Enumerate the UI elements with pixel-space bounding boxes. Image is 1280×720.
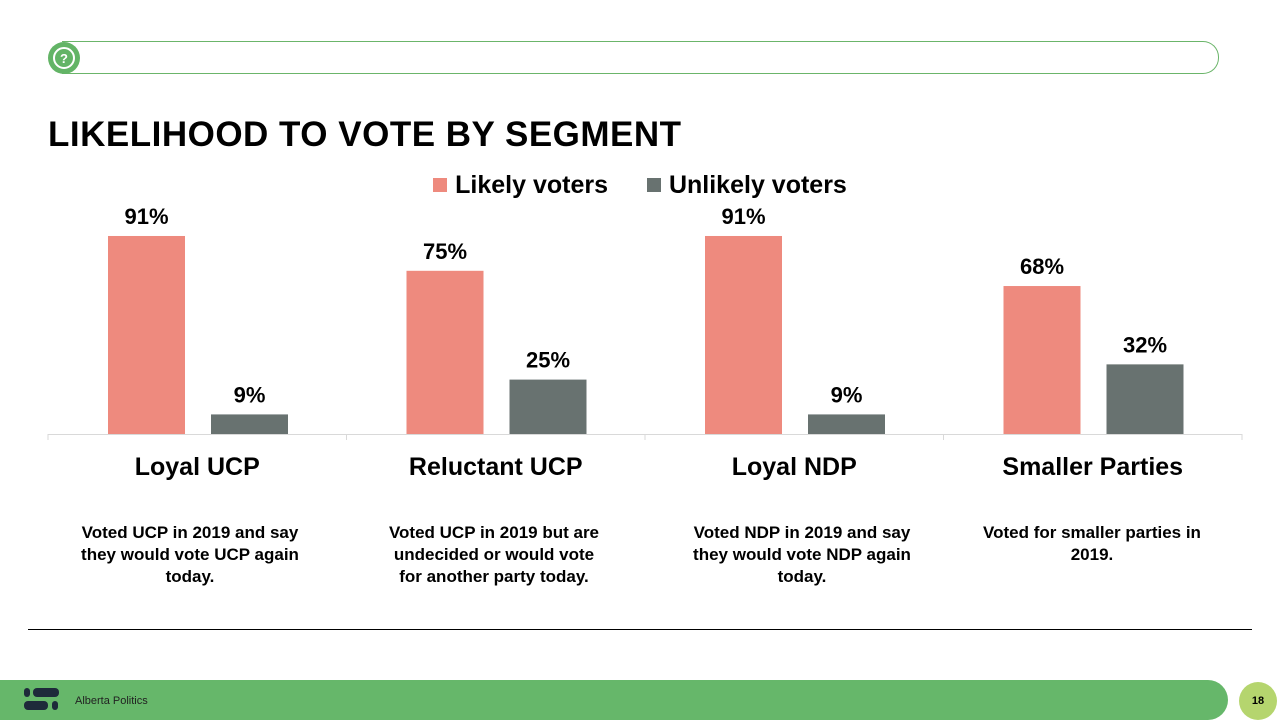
category-label: Smaller Parties — [1002, 453, 1183, 481]
data-label: 9% — [234, 382, 266, 407]
segment-description: Voted UCP in 2019 but are undecided or w… — [388, 523, 600, 586]
bar-likely — [406, 270, 484, 434]
data-label: 25% — [526, 348, 570, 373]
bar-likely — [705, 235, 782, 434]
bar-likely — [1003, 286, 1081, 434]
data-label: 32% — [1123, 332, 1167, 357]
category-label: Reluctant UCP — [409, 453, 583, 481]
segment-description: Voted for smaller parties in 2019. — [983, 523, 1201, 564]
logo-icon — [24, 688, 59, 710]
category-label: Loyal NDP — [732, 453, 857, 481]
chart-title: LIKELIHOOD TO VOTE BY SEGMENT — [48, 115, 682, 154]
divider — [28, 629, 1252, 630]
legend-unlikely: Unlikely voters — [646, 170, 847, 200]
data-label: 68% — [1020, 254, 1064, 279]
bar-likely — [108, 235, 185, 434]
legend-label: Unlikely voters — [668, 170, 847, 199]
data-label: 91% — [721, 204, 765, 229]
bar-unlikely — [1106, 364, 1184, 434]
bar-unlikely — [211, 414, 288, 434]
data-label: 9% — [831, 382, 863, 407]
segment-description: Voted NDP in 2019 and say they would vot… — [693, 523, 911, 586]
data-label: 91% — [124, 204, 168, 229]
bar-unlikely — [509, 379, 587, 434]
segment-description: Voted UCP in 2019 and say they would vot… — [81, 523, 299, 586]
question-chat-icon[interactable]: ? — [48, 42, 80, 74]
page-number: 18 — [1239, 682, 1277, 720]
category-label: Loyal UCP — [135, 453, 260, 481]
footer-bar — [0, 680, 1228, 720]
brand-name: Alberta Politics — [75, 695, 148, 707]
legend-likely: Likely voters — [433, 171, 608, 200]
data-label: 75% — [423, 239, 467, 264]
legend: Likely voters Unlikely voters — [0, 170, 1280, 200]
legend-swatch-likely — [433, 178, 448, 192]
header-bar — [62, 41, 1219, 74]
legend-label: Likely voters — [455, 170, 609, 199]
bar-chart: 91% 9% Loyal UCP 75% 25% Reluctant UCP 91% 9% Lo… — [47, 204, 1243, 481]
bar-unlikely — [808, 414, 885, 434]
legend-swatch-unlikely — [646, 178, 661, 192]
